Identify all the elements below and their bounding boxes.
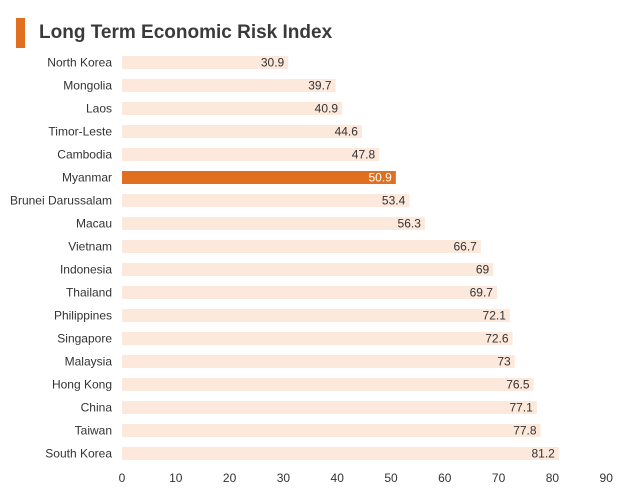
bar (122, 263, 494, 276)
bar (122, 56, 289, 69)
x-tick-label: 30 (277, 471, 291, 485)
data-label: 77.8 (513, 424, 537, 438)
category-label: Macau (76, 217, 112, 231)
category-label: China (81, 401, 113, 415)
category-label: Vietnam (68, 240, 112, 254)
category-label: Indonesia (60, 263, 112, 277)
data-label: 44.6 (335, 125, 359, 139)
category-label: Hong Kong (52, 378, 112, 392)
data-label: 56.3 (398, 217, 422, 231)
bar-highlight (122, 171, 396, 184)
bar (122, 240, 481, 253)
data-label: 77.1 (509, 401, 533, 415)
data-label: 39.7 (308, 79, 332, 93)
data-label: 50.9 (368, 171, 392, 185)
x-tick-label: 80 (546, 471, 560, 485)
x-tick-label: 60 (438, 471, 452, 485)
category-label: Cambodia (57, 148, 112, 162)
bar (122, 286, 497, 299)
category-label: Timor-Leste (48, 125, 112, 139)
category-label: Laos (86, 102, 112, 116)
bar (122, 194, 410, 207)
bar (122, 424, 541, 437)
x-tick-label: 0 (119, 471, 126, 485)
category-label: Malaysia (65, 355, 113, 369)
x-tick-label: 20 (223, 471, 237, 485)
bar (122, 332, 513, 345)
x-tick-label: 50 (384, 471, 398, 485)
data-label: 40.9 (315, 102, 339, 116)
category-label: Taiwan (75, 424, 112, 438)
bar (122, 309, 510, 322)
chart-header: Long Term Economic Risk Index (16, 18, 332, 48)
bar (122, 378, 534, 391)
bar (122, 79, 336, 92)
data-label: 47.8 (352, 148, 376, 162)
x-tick-label: 90 (600, 471, 614, 485)
category-label: Brunei Darussalam (10, 194, 112, 208)
bar (122, 148, 380, 161)
category-label: North Korea (47, 56, 112, 70)
chart-title: Long Term Economic Risk Index (39, 22, 333, 43)
category-label: Singapore (57, 332, 112, 346)
bar (122, 447, 559, 460)
title-accent-bar (16, 18, 25, 48)
data-label: 69.7 (470, 286, 494, 300)
data-label: 81.2 (531, 447, 555, 461)
bar (122, 401, 537, 414)
data-label: 72.6 (485, 332, 509, 346)
x-tick-label: 70 (492, 471, 506, 485)
data-label: 53.4 (382, 194, 406, 208)
data-label: 72.1 (483, 309, 507, 323)
data-label: 73 (497, 355, 511, 369)
data-label: 66.7 (453, 240, 477, 254)
category-label: Myanmar (62, 171, 112, 185)
category-label: Thailand (66, 286, 112, 300)
x-tick-label: 10 (169, 471, 183, 485)
data-label: 76.5 (506, 378, 530, 392)
category-label: South Korea (45, 447, 112, 461)
bar (122, 102, 343, 115)
x-tick-label: 40 (331, 471, 345, 485)
category-label: Philippines (54, 309, 112, 323)
data-label: 69 (476, 263, 490, 277)
bar (122, 125, 362, 138)
bar (122, 217, 425, 230)
category-label: Mongolia (63, 79, 112, 93)
data-label: 30.9 (261, 56, 285, 70)
bar (122, 355, 515, 368)
